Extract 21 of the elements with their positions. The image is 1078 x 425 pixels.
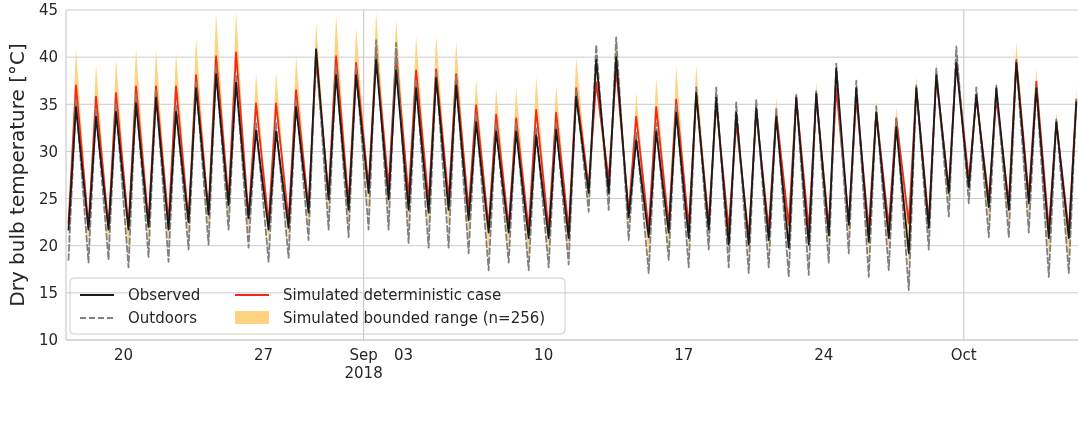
legend-label: Observed [128,286,201,305]
x-tick-label: 03 [394,346,414,364]
x-tick-label: 24 [814,346,834,364]
legend-label: Simulated deterministic case [283,286,502,305]
y-tick-label: 35 [38,95,58,114]
legend-label: Outdoors [128,309,198,328]
y-tick-label: 25 [38,189,58,208]
x-tick-label: 17 [674,346,694,364]
y-tick-label: 45 [38,1,58,20]
x-tick-label: 20 [113,346,134,364]
x-tick-label: Sep 2018 [344,346,383,382]
y-tick-label: 10 [38,331,58,350]
annotation: Simulated bounded range (n=256) [283,309,546,328]
y-tick-label: 40 [38,48,58,67]
y-tick-label: 30 [38,142,58,161]
y-tick-label: 20 [38,236,58,255]
x-tick-label: 10 [534,346,554,364]
x-tick-label: 27 [254,346,274,364]
y-axis-title: Dry bulb temperature [°C] [5,43,29,307]
x-tick-label: Oct [950,346,977,364]
y-tick-label: 15 [38,284,58,303]
